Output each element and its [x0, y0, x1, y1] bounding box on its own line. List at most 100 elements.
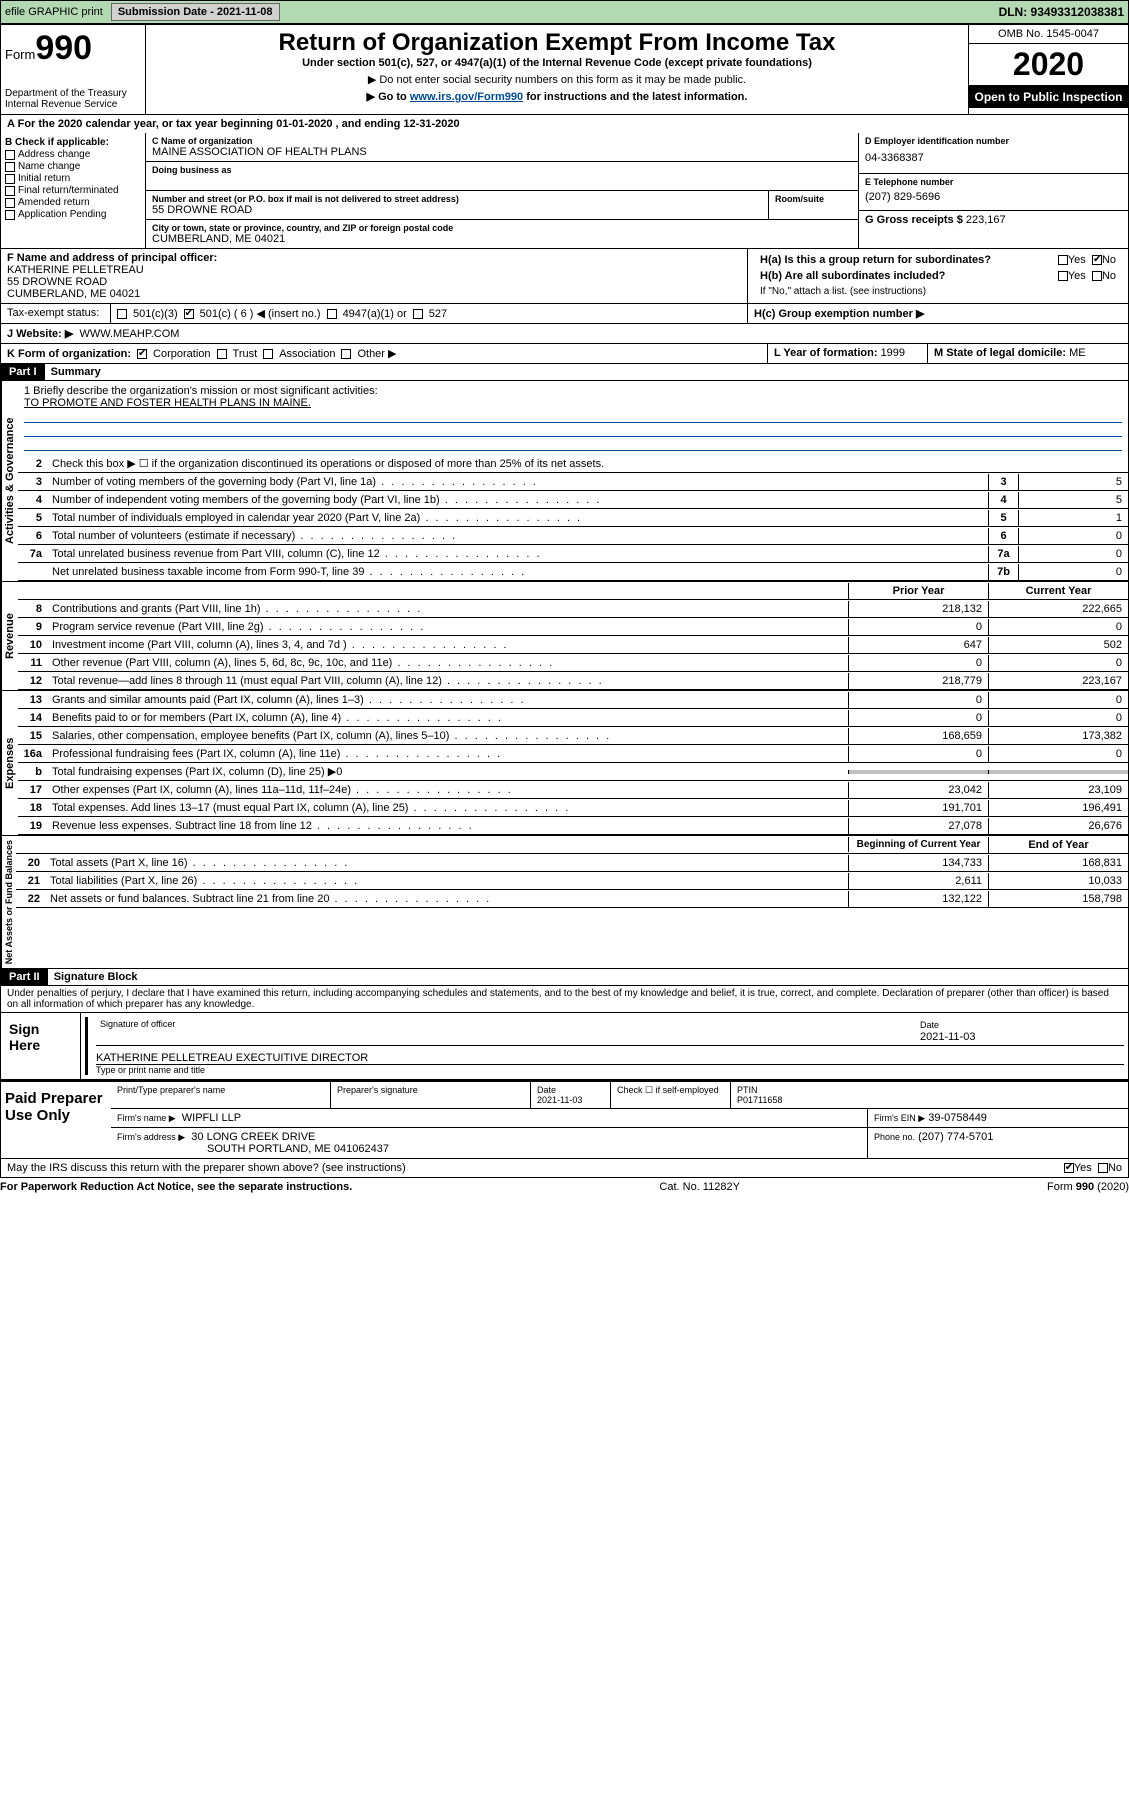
gov-line-val: 0	[1018, 528, 1128, 544]
line-text: Investment income (Part VIII, column (A)…	[48, 637, 848, 653]
goto-suffix: for instructions and the latest informat…	[523, 91, 747, 103]
line-text: Total expenses. Add lines 13–17 (must eq…	[48, 800, 848, 816]
efile-label: efile GRAPHIC print	[5, 6, 103, 18]
app-pending-label: Application Pending	[18, 209, 106, 220]
app-pending-checkbox[interactable]	[5, 210, 15, 220]
501c-checkbox[interactable]	[184, 309, 194, 319]
other-checkbox[interactable]	[341, 349, 351, 359]
expenses-label: Expenses	[1, 691, 18, 835]
initial-return-label: Initial return	[18, 173, 70, 184]
501c3-checkbox[interactable]	[117, 309, 127, 319]
527-label: 527	[429, 308, 447, 320]
line-text: Total fundraising expenses (Part IX, col…	[48, 763, 848, 780]
prior-year-header: Prior Year	[848, 583, 988, 599]
gov-line-val: 1	[1018, 510, 1128, 526]
irs-label: Internal Revenue Service	[5, 99, 141, 110]
paperwork-notice: For Paperwork Reduction Act Notice, see …	[0, 1181, 352, 1193]
line-text: Other revenue (Part VIII, column (A), li…	[48, 655, 848, 671]
trust-checkbox[interactable]	[217, 349, 227, 359]
form990-link[interactable]: www.irs.gov/Form990	[410, 91, 523, 103]
ein-label: D Employer identification number	[865, 136, 1122, 146]
city-label: City or town, state or province, country…	[152, 223, 852, 233]
address-change-checkbox[interactable]	[5, 150, 15, 160]
initial-return-checkbox[interactable]	[5, 174, 15, 184]
current-val: 0	[988, 710, 1128, 726]
line-text: Total liabilities (Part X, line 26)	[46, 873, 848, 889]
end-year-header: End of Year	[988, 837, 1128, 853]
firm-addr-label: Firm's address ▶	[117, 1132, 185, 1142]
prep-sig-header: Preparer's signature	[331, 1082, 531, 1108]
current-val: 0	[988, 655, 1128, 671]
hb-note: If "No," attach a list. (see instruction…	[754, 284, 1122, 299]
gov-line-val: 0	[1018, 564, 1128, 580]
prior-val: 0	[848, 692, 988, 708]
prior-val: 218,132	[848, 601, 988, 617]
prep-date-header: Date	[537, 1085, 556, 1095]
ha-no: No	[1102, 254, 1116, 266]
corp-checkbox[interactable]	[137, 349, 147, 359]
ein-value: 04-3368387	[865, 146, 1122, 170]
final-return-checkbox[interactable]	[5, 186, 15, 196]
part1-title: Summary	[51, 366, 101, 378]
org-name-label: C Name of organization	[152, 136, 852, 146]
trust-label: Trust	[233, 348, 258, 360]
signer-name: KATHERINE PELLETREAU EXECTUITIVE DIRECTO…	[96, 1046, 1124, 1064]
assoc-checkbox[interactable]	[263, 349, 273, 359]
amended-return-checkbox[interactable]	[5, 198, 15, 208]
form-footer: Form 990 (2020)	[1047, 1181, 1129, 1193]
year-formation-value: 1999	[881, 347, 905, 359]
gov-line-text: Net unrelated business taxable income fr…	[48, 564, 988, 580]
current-val: 168,831	[988, 855, 1128, 871]
section-k-label: K Form of organization:	[7, 348, 131, 360]
current-val: 222,665	[988, 601, 1128, 617]
gov-line-text: Total number of volunteers (estimate if …	[48, 528, 988, 544]
revenue-label: Revenue	[1, 582, 18, 690]
discuss-yes-checkbox[interactable]	[1064, 1163, 1074, 1173]
prior-val: 0	[848, 710, 988, 726]
ha-no-checkbox[interactable]	[1092, 255, 1102, 265]
submission-date-button[interactable]: Submission Date - 2021-11-08	[111, 3, 280, 21]
dba-label: Doing business as	[152, 165, 852, 175]
gov-line-box: 3	[988, 474, 1018, 490]
prior-val: 134,733	[848, 855, 988, 871]
hb-no: No	[1102, 270, 1116, 282]
discuss-no-checkbox[interactable]	[1098, 1163, 1108, 1173]
prior-val: 23,042	[848, 782, 988, 798]
current-val: 223,167	[988, 673, 1128, 689]
name-change-label: Name change	[18, 161, 80, 172]
current-val: 23,109	[988, 782, 1128, 798]
state-domicile-label: M State of legal domicile:	[934, 347, 1069, 359]
line-text: Grants and similar amounts paid (Part IX…	[48, 692, 848, 708]
line-text: Salaries, other compensation, employee b…	[48, 728, 848, 744]
firm-ein-label: Firm's EIN ▶	[874, 1113, 925, 1123]
mission-text: TO PROMOTE AND FOSTER HEALTH PLANS IN MA…	[24, 397, 1122, 409]
hb-no-checkbox[interactable]	[1092, 271, 1102, 281]
line-text: Net assets or fund balances. Subtract li…	[46, 891, 848, 907]
prior-val: 2,611	[848, 873, 988, 889]
current-val: 0	[988, 746, 1128, 762]
tax-year: 2020	[969, 44, 1128, 86]
527-checkbox[interactable]	[413, 309, 423, 319]
current-val: 26,676	[988, 818, 1128, 834]
ha-yes-checkbox[interactable]	[1058, 255, 1068, 265]
prep-name-header: Print/Type preparer's name	[111, 1082, 331, 1108]
name-change-checkbox[interactable]	[5, 162, 15, 172]
year-formation-label: L Year of formation:	[774, 347, 881, 359]
paid-preparer-label: Paid Preparer Use Only	[1, 1082, 111, 1158]
sig-date: 2021-11-03	[920, 1031, 975, 1043]
gross-receipts-value: 223,167	[966, 214, 1006, 226]
firm-ein: 39-0758449	[928, 1112, 987, 1124]
current-val	[988, 770, 1128, 774]
gross-receipts-label: G Gross receipts $	[865, 214, 966, 226]
501c-label: 501(c) ( 6 ) ◀ (insert no.)	[200, 307, 321, 320]
hc-label: H(c) Group exemption number ▶	[754, 308, 924, 320]
hb-yes-checkbox[interactable]	[1058, 271, 1068, 281]
4947-checkbox[interactable]	[327, 309, 337, 319]
firm-name: WIPFLI LLP	[182, 1112, 241, 1124]
gov-line-box: 6	[988, 528, 1018, 544]
state-domicile-value: ME	[1069, 347, 1086, 359]
ha-label: H(a) Is this a group return for subordin…	[760, 254, 991, 266]
gov-line-box: 5	[988, 510, 1018, 526]
sig-officer-label: Signature of officer	[100, 1019, 920, 1043]
current-val: 173,382	[988, 728, 1128, 744]
